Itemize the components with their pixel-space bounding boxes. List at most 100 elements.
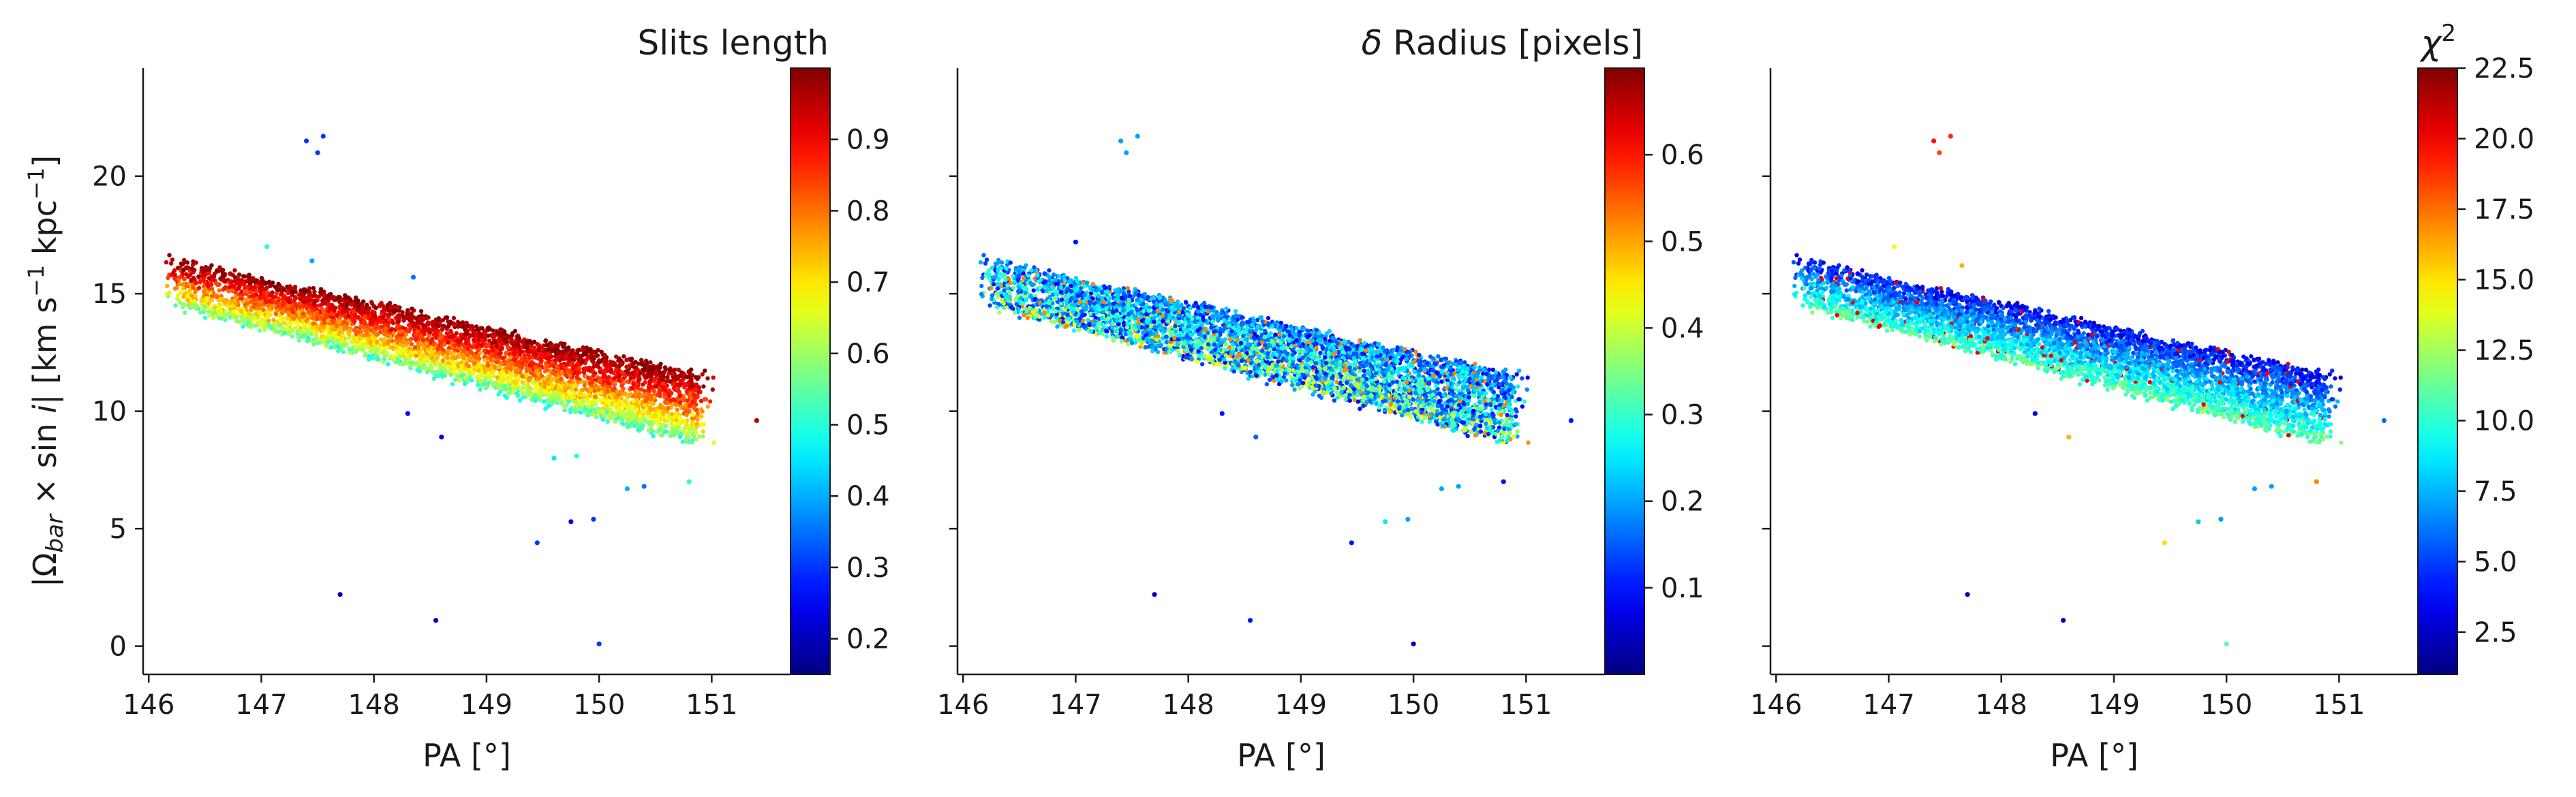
scatter-point <box>510 347 515 351</box>
scatter-point <box>568 407 573 413</box>
scatter-point <box>574 366 580 371</box>
scatter-point <box>258 296 263 300</box>
scatter-point <box>207 313 212 317</box>
scatter-point <box>260 319 265 324</box>
scatter-point <box>282 330 287 336</box>
scatter-point <box>606 380 611 386</box>
scatter-point <box>538 351 543 356</box>
scatter-point <box>480 326 485 331</box>
scatter-point <box>660 381 666 386</box>
scatter-point <box>677 390 681 394</box>
scatter-point <box>245 301 249 306</box>
scatter-point <box>463 332 467 337</box>
scatter-point <box>671 431 677 437</box>
scatter-point <box>277 301 282 306</box>
scatter-point <box>690 422 695 427</box>
scatter-point <box>620 412 625 418</box>
scatter-point <box>313 298 318 303</box>
scatter-point <box>398 342 403 347</box>
scatter-point <box>643 380 647 385</box>
scatter-point <box>476 347 480 352</box>
scatter-point <box>234 319 239 324</box>
scatter-point <box>574 402 579 407</box>
scatter-point <box>424 341 429 346</box>
scatter-point <box>418 309 424 314</box>
scatter-point <box>689 367 694 372</box>
scatter-point <box>656 420 660 426</box>
scatter-point <box>496 392 501 397</box>
scatter-point <box>209 298 215 302</box>
scatter-point <box>251 316 257 321</box>
scatter-point <box>271 317 276 322</box>
scatter-point <box>375 347 380 352</box>
scatter-point <box>470 378 474 383</box>
scatter-point <box>598 370 603 375</box>
scatter-point <box>650 371 655 375</box>
outlier-point <box>309 258 315 264</box>
scatter-point <box>181 286 185 291</box>
scatter-point <box>410 319 415 325</box>
scatter-point <box>658 365 662 370</box>
scatter-point <box>464 362 469 367</box>
scatter-point <box>476 362 481 367</box>
scatter-point <box>239 278 244 283</box>
scatter-point <box>470 358 474 363</box>
scatter-point <box>642 403 647 407</box>
scatter-point <box>561 350 566 355</box>
scatter-point <box>510 331 515 336</box>
scatter-point <box>499 375 504 380</box>
x-tick-label: 148 <box>348 689 400 721</box>
scatter-point <box>547 403 551 408</box>
scatter-point <box>529 345 534 350</box>
scatter-point <box>626 423 631 428</box>
scatter-point <box>491 357 495 362</box>
scatter-point <box>324 342 329 347</box>
scatter-point <box>273 311 278 316</box>
scatter-point <box>519 358 524 362</box>
scatter-point <box>568 379 572 384</box>
scatter-point <box>291 289 296 294</box>
scatter-point <box>587 367 592 372</box>
scatter-point <box>579 392 583 397</box>
scatter-point <box>638 371 643 376</box>
scatter-point <box>585 413 590 418</box>
scatter-point <box>311 316 316 321</box>
scatter-point <box>643 398 648 403</box>
scatter-point <box>617 374 622 379</box>
scatter-point <box>612 381 617 386</box>
scatter-point <box>472 367 477 372</box>
scatter-point <box>603 398 608 404</box>
scatter-point <box>381 305 386 310</box>
y-tick-label: 5 <box>110 514 127 545</box>
scatter-point <box>695 394 700 400</box>
outlier-point <box>754 418 759 424</box>
scatter-point <box>679 370 684 375</box>
scatter-point <box>199 297 204 302</box>
scatter-point <box>681 394 686 398</box>
scatter-point <box>164 292 170 296</box>
x-tick-label: 151 <box>686 689 737 721</box>
scatter-point <box>291 316 296 321</box>
scatter-point <box>167 253 172 257</box>
scatter-point <box>617 368 622 373</box>
scatter-point <box>373 313 378 319</box>
scatter-point <box>624 358 629 362</box>
scatter-point <box>381 328 386 333</box>
scatter-point <box>536 343 541 348</box>
colorbar-title: Slits length <box>638 23 829 63</box>
axes: 146 147 148 149 150 151051015200.20.30.40.50.… <box>92 67 890 721</box>
scatter-points <box>164 134 759 646</box>
scatter-point <box>491 328 495 333</box>
scatter-point <box>231 313 236 317</box>
scatter-point <box>548 390 553 395</box>
scatter-point <box>635 389 640 394</box>
outlier-point <box>405 411 410 416</box>
scatter-point <box>533 347 538 351</box>
scatter-point <box>613 419 617 424</box>
scatter-point <box>293 301 298 307</box>
scatter-point <box>247 274 251 279</box>
scatter-point <box>438 319 442 324</box>
scatter-point <box>662 371 666 375</box>
scatter-point <box>669 421 674 426</box>
